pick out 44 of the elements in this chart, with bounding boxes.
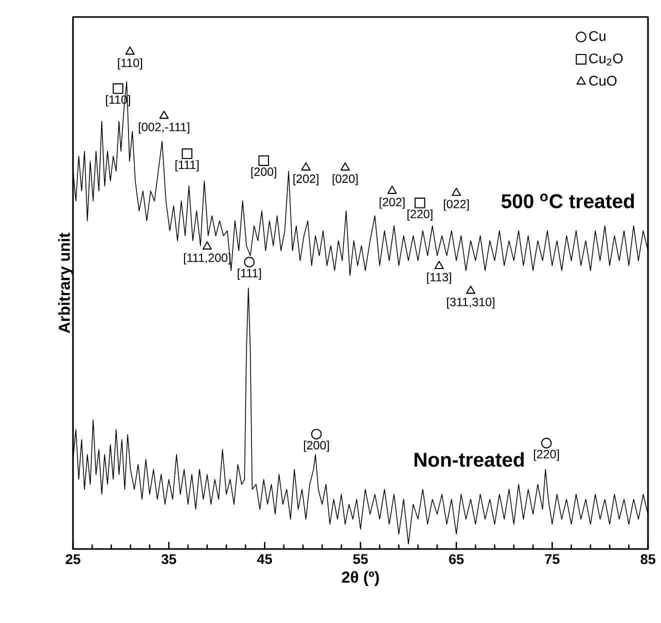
point [258,155,270,166]
x-tick-label: 55 [353,554,368,564]
point [541,438,552,448]
annotation: [111] [238,268,261,280]
point [414,198,426,208]
x-tick-label: 85 [640,554,656,564]
annotation: [200] [304,440,329,452]
point [244,256,255,268]
annotation: [311,310] [447,297,494,309]
x-tick-label: 35 [161,554,176,564]
annotation: [110] [118,58,142,70]
point [125,46,135,55]
point [452,188,462,196]
x-axis-title: 2θ (º) [342,571,379,586]
series-label: 500 $^{o}$C treated [502,194,634,208]
annotation: [220] [534,450,559,461]
point [159,110,169,119]
x-tick-label: 25 [66,554,80,564]
annotation: [020] [332,174,358,186]
point [387,186,397,194]
y-axis-title: Arbitrary unit [58,232,74,334]
x-tick-label: 75 [545,554,560,564]
annotation: [202] [380,198,405,209]
x-tick-label: 65 [449,554,464,564]
point [311,428,322,440]
point [301,162,311,171]
legend-label: Cu [589,31,606,41]
annotation: [111] [175,160,199,172]
annotation: [002,-111] [138,122,190,134]
annotation: [220] [407,209,432,221]
point [340,162,350,171]
annotation: [202] [293,174,318,186]
annotation: [022] [444,200,469,211]
point [182,148,192,160]
series-label: Non-treated [414,452,524,467]
x-tick-label: 45 [257,554,272,564]
annotation: [113] [427,272,452,284]
point [434,260,444,270]
point [112,83,124,94]
annotation: [200] [251,167,276,178]
legend-label: CuO [589,76,617,86]
legend-label: Cu$_{2}$O [589,53,623,66]
point [202,241,212,250]
point [466,286,476,294]
